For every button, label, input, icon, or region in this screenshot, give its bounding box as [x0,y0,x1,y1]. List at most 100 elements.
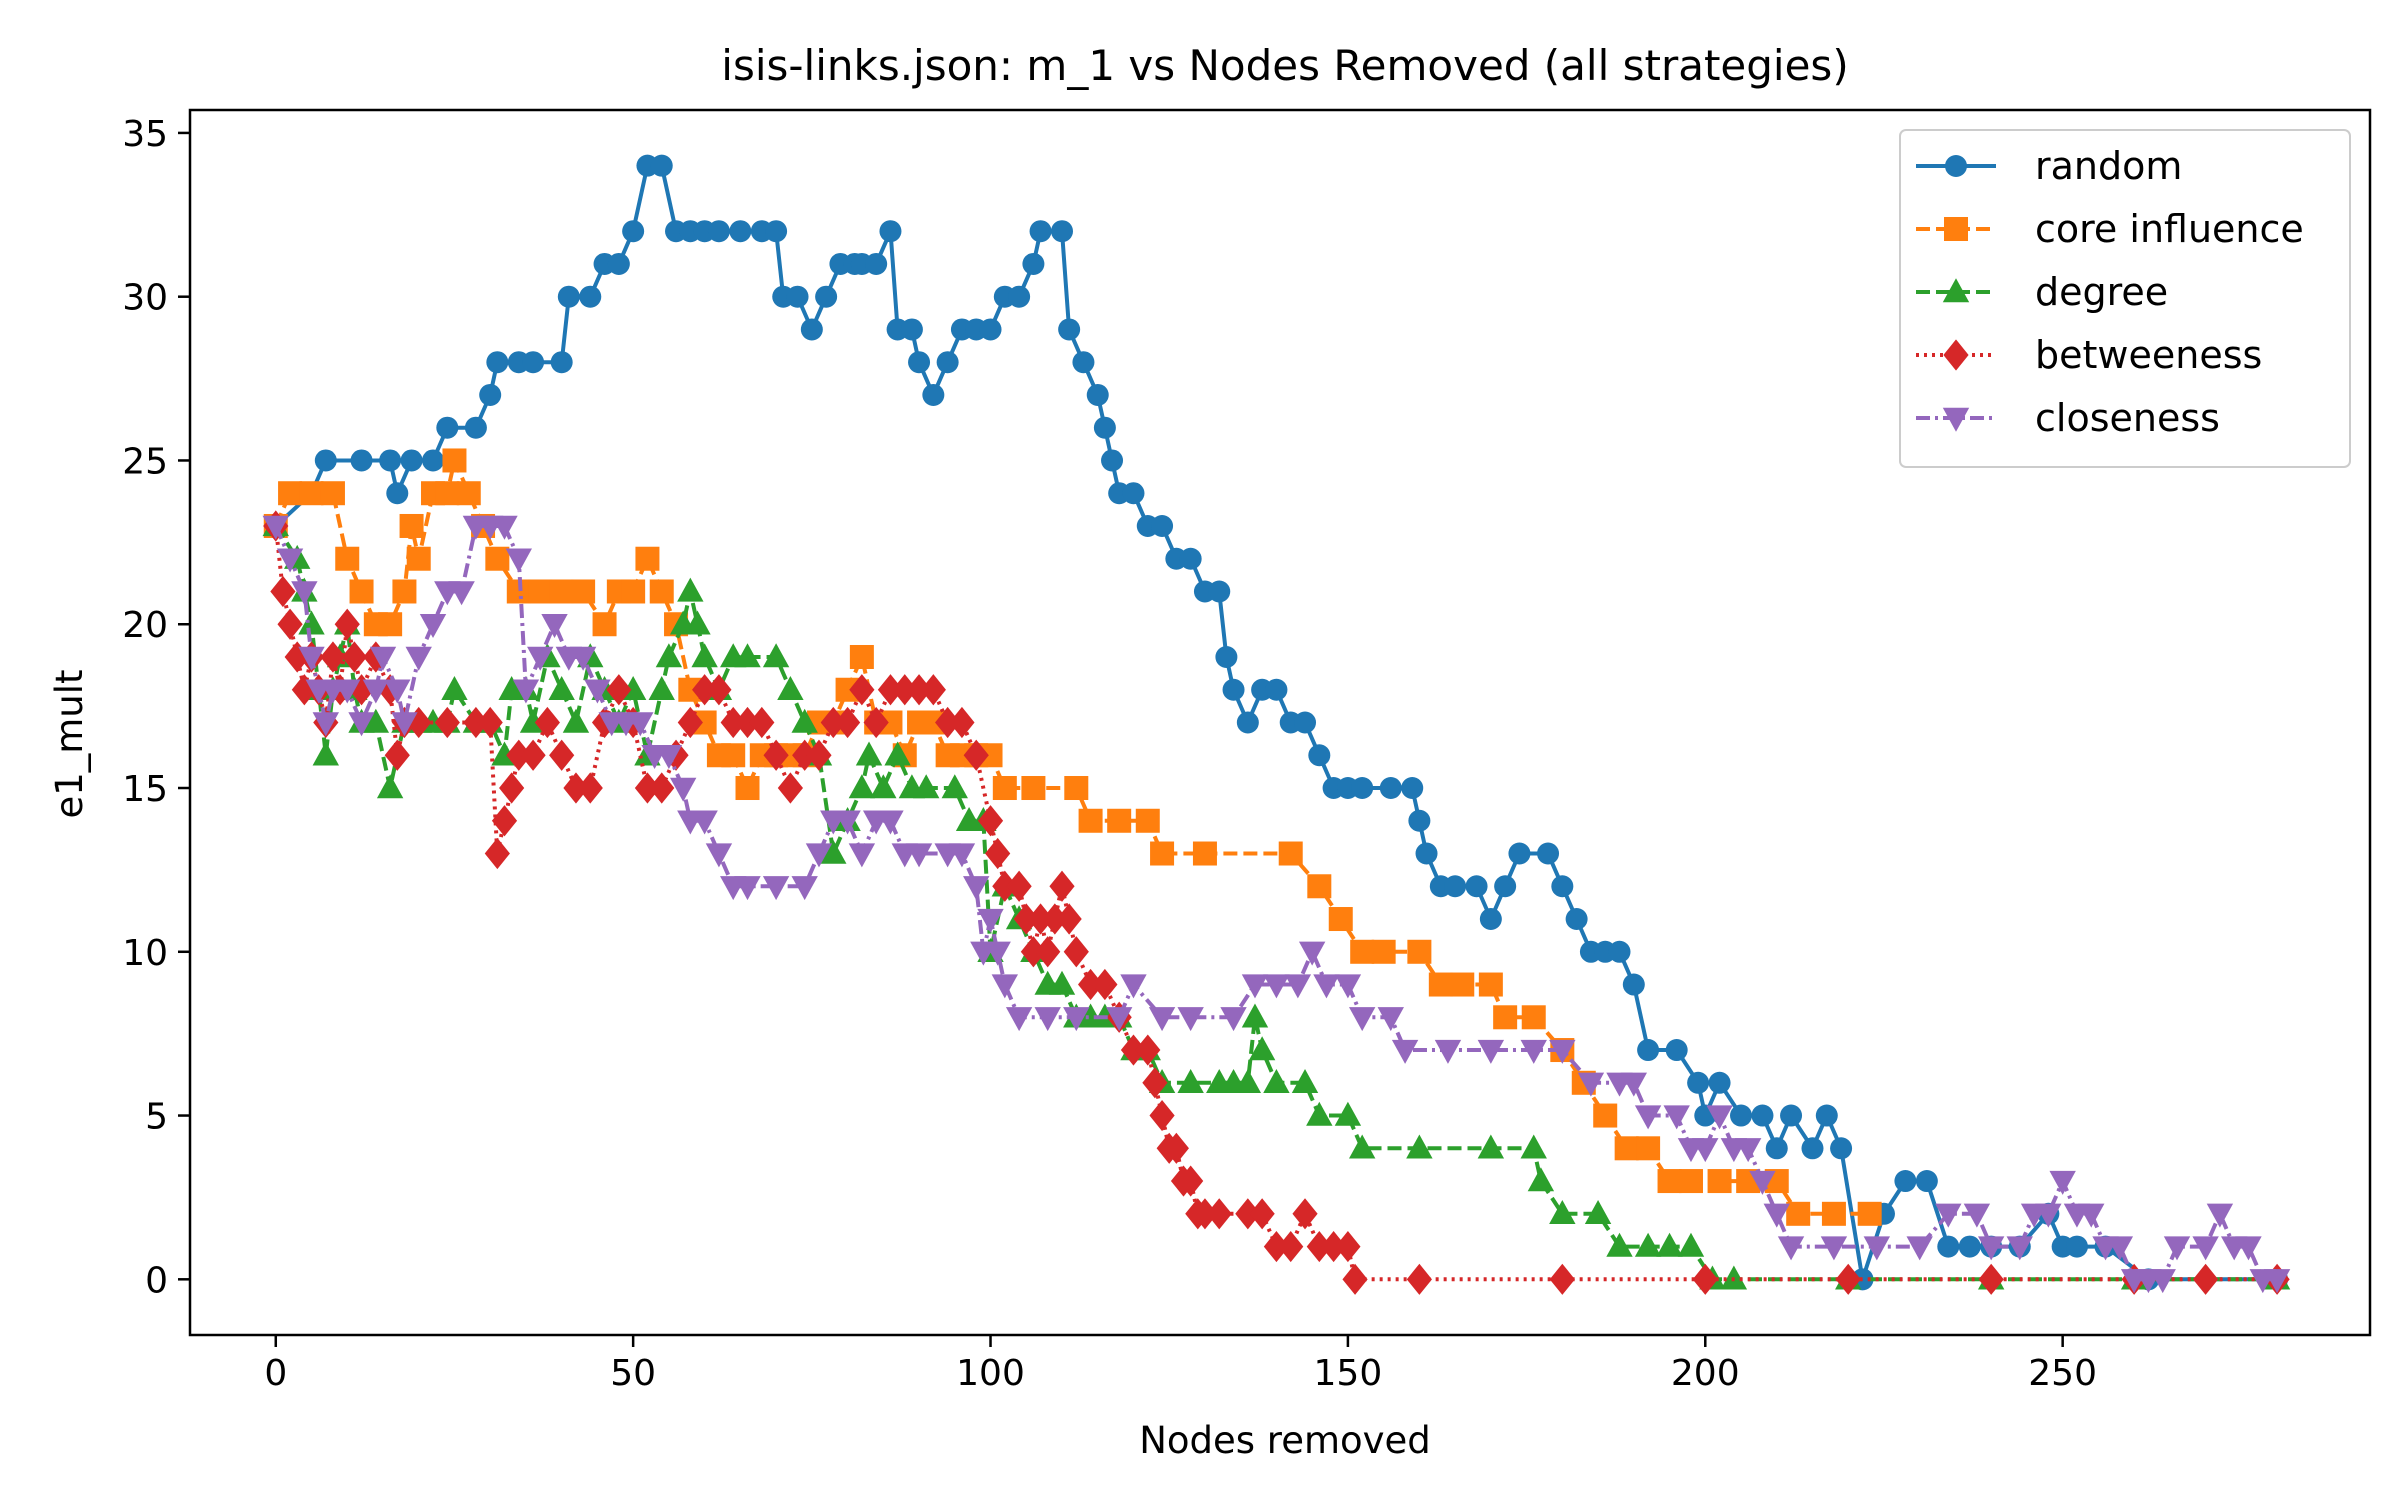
data-point [800,318,823,341]
data-point [1665,1039,1688,1062]
data-point [1835,1263,1861,1295]
data-point [1348,1007,1376,1032]
data-point [1049,870,1075,902]
data-point [1636,1136,1661,1161]
data-point [1135,1034,1161,1066]
data-point [655,643,683,668]
data-point [621,579,646,604]
data-point [1236,711,1259,734]
data-point [849,674,875,706]
data-point [650,154,673,177]
data-point [892,674,918,706]
data-point [1249,1198,1275,1230]
data-point [1348,1134,1376,1159]
data-point [1241,1003,1269,1028]
legend-marker [1944,217,1968,241]
data-point [491,515,518,540]
series-line [273,525,2278,1282]
data-point [786,285,809,308]
data-point [848,843,876,868]
data-point [2049,1170,2076,1195]
data-point [405,646,432,671]
series-core-influence [263,448,1882,1226]
data-point [1620,1072,1648,1097]
data-point [1122,482,1145,505]
data-point [276,548,304,573]
data-point [1263,1068,1290,1093]
data-point [391,712,418,737]
data-point [1606,1232,1633,1257]
data-point [1022,252,1045,275]
data-point [908,351,931,374]
data-point [434,706,460,739]
data-point [763,739,789,771]
data-point [1406,1134,1433,1159]
data-point [935,706,961,739]
data-point [1444,875,1467,898]
data-point [848,774,876,799]
data-point [1234,1068,1262,1093]
data-point [1220,1007,1247,1032]
x-axis-label: Nodes removed [1139,1419,1431,1462]
data-point [863,706,889,739]
data-point [1292,1198,1318,1230]
data-point [1678,1169,1703,1194]
legend-item-degree: degree [1916,270,2168,314]
data-point [1801,1137,1824,1160]
data-point [534,706,560,739]
data-point [1786,1201,1811,1226]
data-point [706,674,732,706]
data-point [349,579,374,604]
data-point [1494,875,1517,898]
legend-marker [1945,155,1967,177]
data-point [2065,1235,2088,1258]
data-point [291,581,318,606]
data-point [985,837,1011,870]
data-point [1428,972,1453,997]
data-point [1634,1232,1662,1257]
data-point [1565,908,1588,931]
data-point [419,614,447,639]
data-point [1657,1169,1682,1194]
data-point [1006,870,1032,902]
data-point [298,646,325,671]
data-point [1751,1104,1774,1127]
data-point [1215,645,1238,668]
data-point [865,252,888,275]
data-point [777,675,804,700]
data-point [1978,1263,2004,1295]
data-point [749,706,775,739]
data-point [456,481,481,506]
data-point [376,774,404,799]
data-point [963,739,989,771]
legend-item-core-influence: core influence [1916,207,2304,251]
data-point [1206,1198,1232,1230]
data-point [1063,936,1089,968]
data-point [550,351,573,374]
data-point [1135,808,1160,833]
data-point [627,712,654,737]
data-point [992,776,1017,801]
data-point [1915,1170,1938,1193]
data-point [2235,1236,2262,1261]
data-point [569,646,597,671]
x-tick-label: 0 [264,1353,287,1394]
data-point [1092,968,1118,1001]
data-point [1407,939,1432,964]
series-line [274,524,2278,1282]
data-point [1334,1101,1362,1126]
data-point [512,679,540,704]
data-point [1478,972,1503,997]
data-point [1551,875,1574,898]
data-point [348,674,375,706]
data-point [1465,875,1488,898]
data-point [1765,1137,1788,1160]
data-point [1120,974,1147,999]
data-point [577,772,603,804]
data-point [1278,1230,1304,1263]
data-point [1105,1007,1133,1032]
data-point [849,644,874,669]
data-point [2006,1236,2033,1261]
data-point [1434,1039,1462,1064]
